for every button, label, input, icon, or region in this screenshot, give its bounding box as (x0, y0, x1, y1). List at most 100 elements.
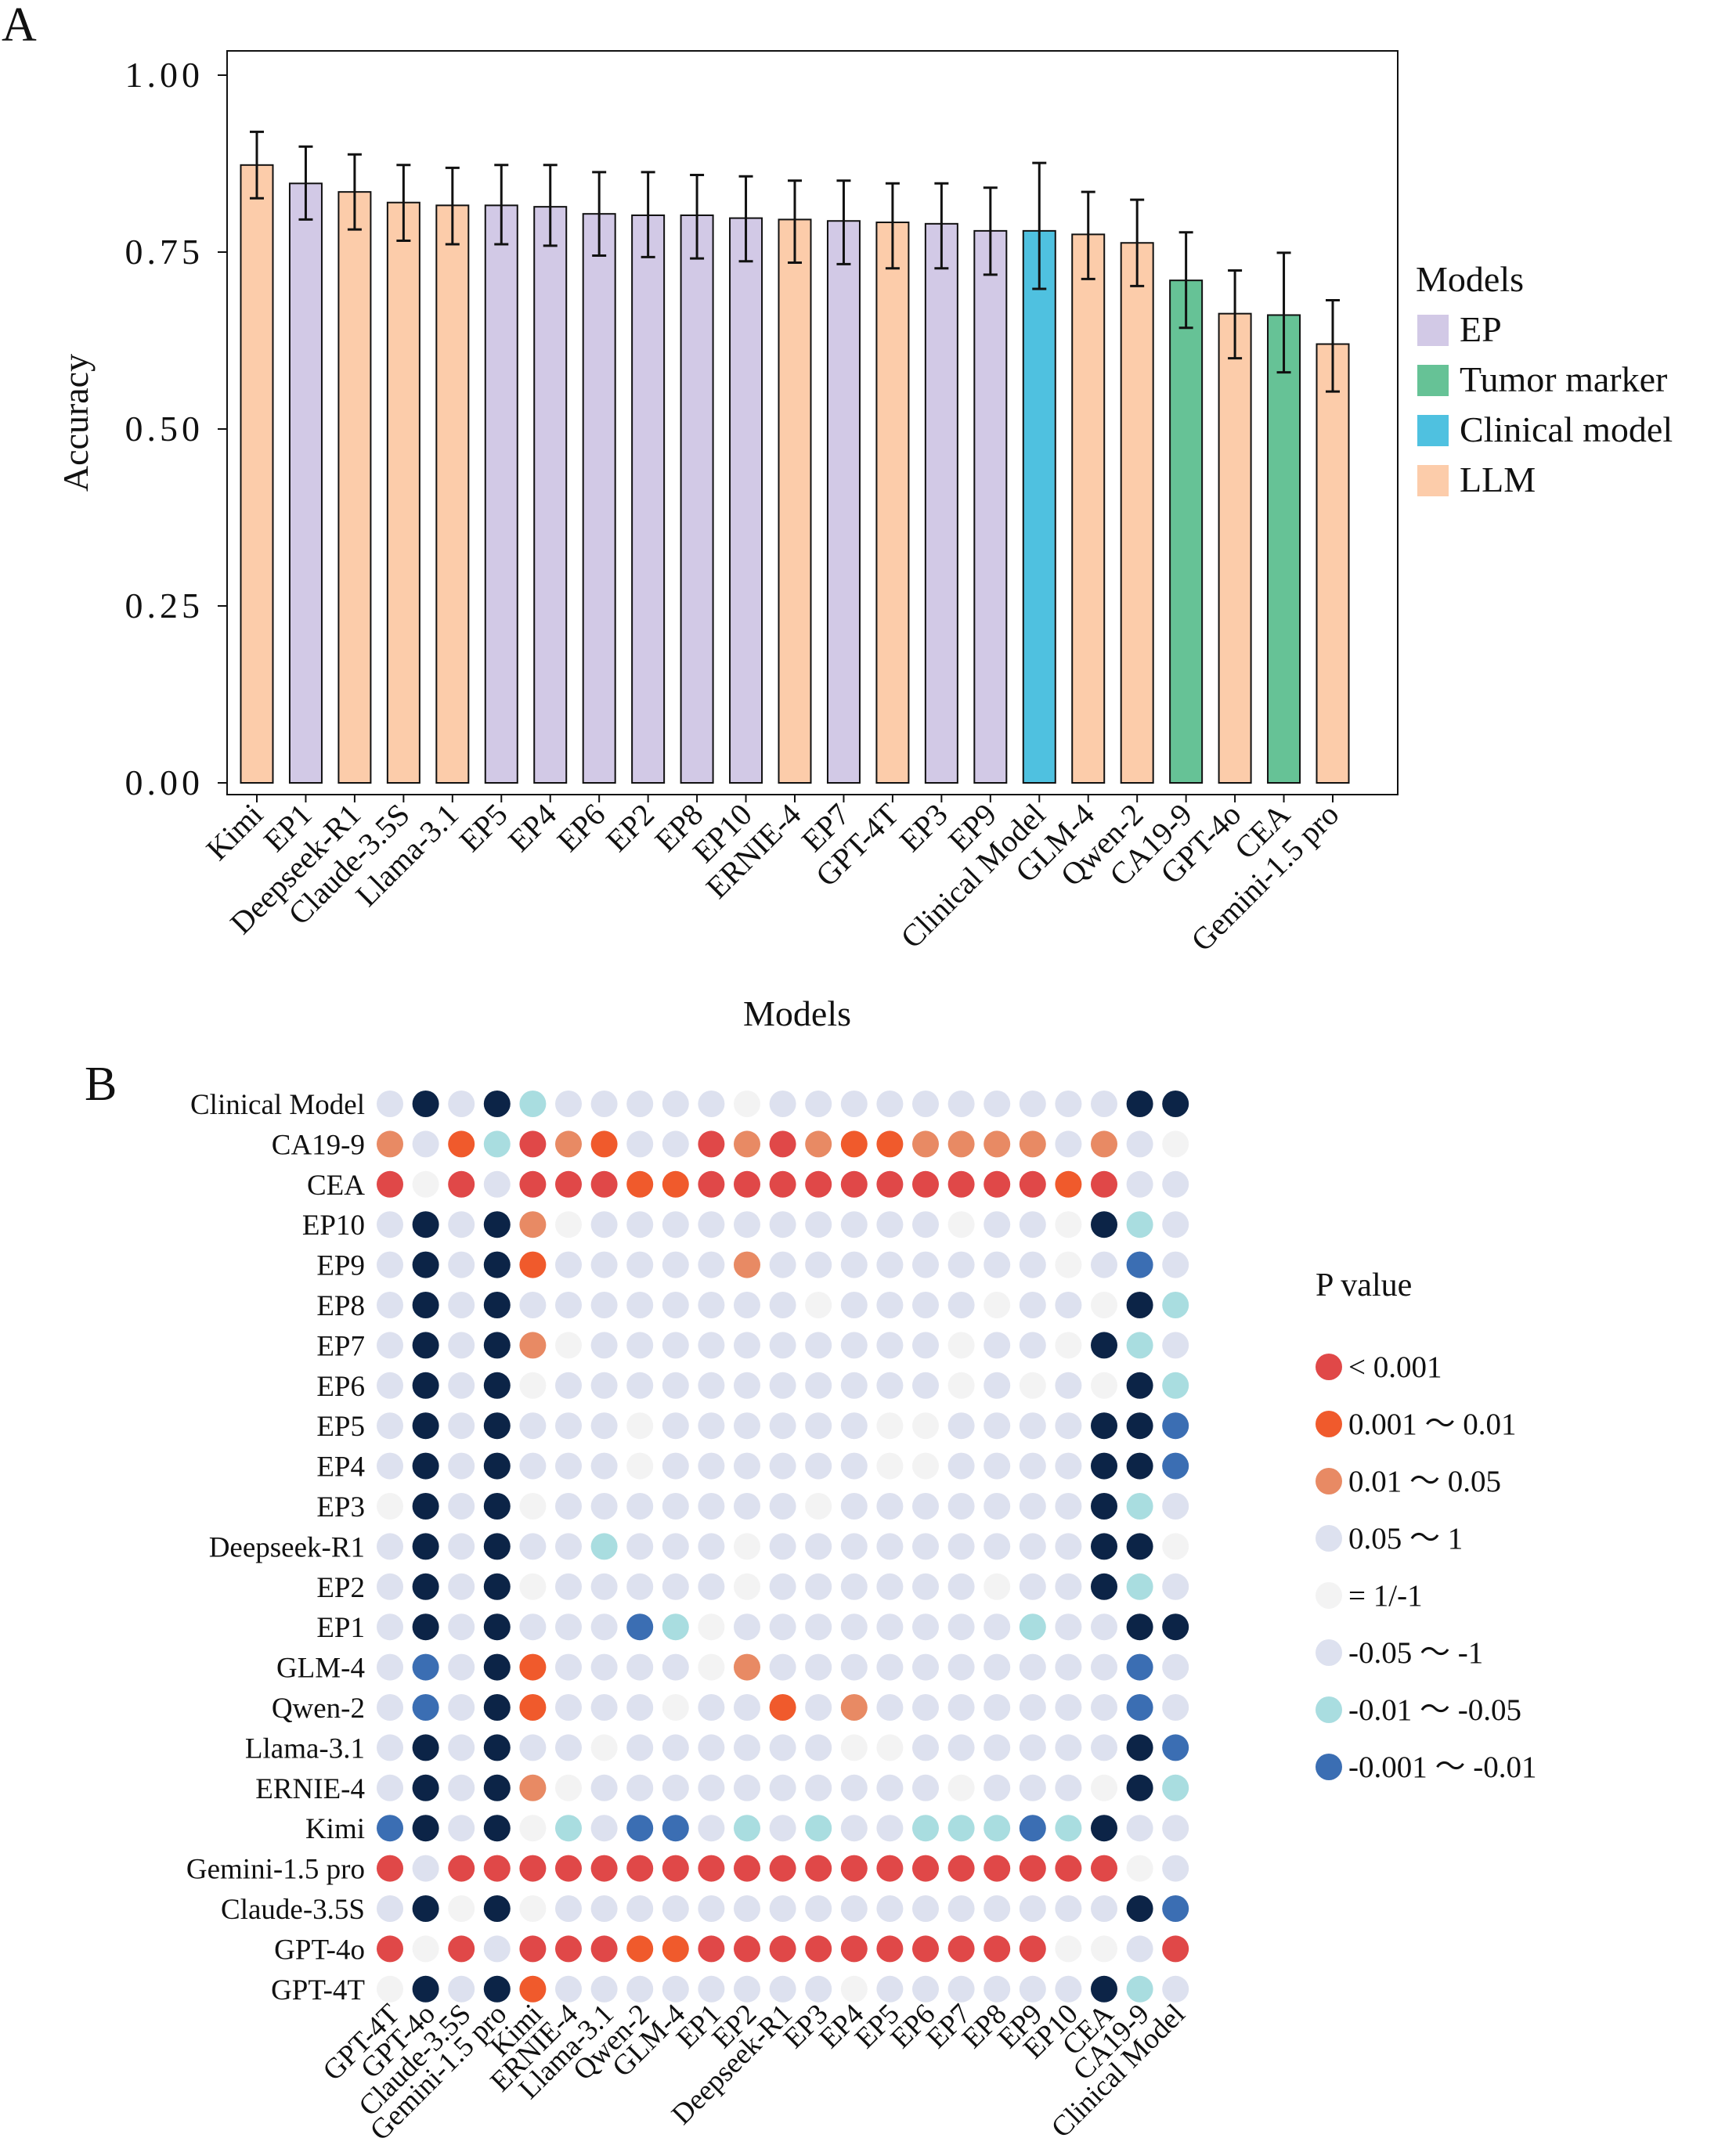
pvalue-dot (1019, 1292, 1046, 1318)
pvalue-dot (1019, 1975, 1046, 2003)
pvalue-dot (1019, 1170, 1046, 1198)
pvalue-dot (412, 1292, 439, 1318)
pvalue-dot (662, 1613, 689, 1641)
pvalue-dot (1019, 1211, 1046, 1238)
pvalue-dot (947, 1332, 975, 1359)
pvalue-dot (1055, 1372, 1082, 1399)
pvalue-dot (1162, 1573, 1189, 1600)
pvalue-dot (876, 1935, 904, 1963)
pvalue-dot (1091, 1895, 1117, 1922)
pvalue-dot (840, 1332, 868, 1359)
pvalue-dot (1019, 1774, 1046, 1801)
pvalue-dot (555, 1130, 582, 1158)
pvalue-dot (1126, 1292, 1153, 1318)
pvalue-dot (377, 1613, 403, 1641)
pvalue-dot (412, 1613, 439, 1641)
pvalue-dot (876, 1372, 904, 1399)
pvalue-dot (1019, 1653, 1046, 1681)
pvalue-dot (1055, 1533, 1082, 1560)
pvalue-dot (448, 1251, 475, 1278)
pvalue-dot (805, 1452, 832, 1480)
pvalue-dot (412, 1573, 439, 1600)
pvalue-dot (1019, 1815, 1046, 1842)
pvalue-dot (769, 1573, 796, 1600)
pvalue-dot (947, 1734, 975, 1761)
pvalue-dot (590, 1774, 618, 1801)
pvalue-dot (1091, 1091, 1117, 1117)
legend-swatch-tumor-marker (1417, 365, 1449, 396)
pvalue-dot (734, 1935, 760, 1963)
bar-ep5 (484, 204, 518, 784)
pvalue-dot (555, 1855, 582, 1882)
pvalue-dot (590, 1452, 618, 1480)
pvalue-dot (734, 1292, 760, 1318)
row-label: Llama-3.1 (245, 1732, 365, 1765)
pvalue-dot (840, 1935, 868, 1963)
pvalue-dot (1162, 1533, 1189, 1560)
pvalue-dot (1162, 1091, 1189, 1117)
pvalue-dot (555, 1573, 582, 1600)
pvalue-dot (805, 1573, 832, 1600)
row-label: EP7 (316, 1330, 365, 1362)
pvalue-dot (984, 1091, 1011, 1117)
pvalue-dot (734, 1895, 760, 1922)
row-label: CEA (307, 1170, 365, 1202)
pvalue-dot (1091, 1573, 1117, 1600)
pvalue-dot (947, 1533, 975, 1560)
legend-swatch-ep (1417, 315, 1449, 346)
pvalue-dot (734, 1332, 760, 1359)
pvalue-dot (805, 1734, 832, 1761)
pvalue-dot (698, 1815, 725, 1842)
pvalue-dot (483, 1332, 511, 1359)
pvalue-dot (483, 1573, 511, 1600)
pvalue-dot (412, 1855, 439, 1882)
pvalue-dot (662, 1170, 689, 1198)
pvalue-dot (698, 1533, 725, 1560)
pvalue-dot (947, 1211, 975, 1238)
pvalue-dot (1126, 1452, 1153, 1480)
pvalue-dot (876, 1412, 904, 1440)
pvalue-dot (698, 1935, 725, 1963)
pvalue-dot (519, 1332, 547, 1359)
pvalue-dot (1055, 1493, 1082, 1520)
pvalue-dot (377, 1694, 403, 1721)
bar-gpt-4o (1218, 312, 1252, 784)
pvalue-dot (555, 1694, 582, 1721)
pvalue-dot (1055, 1613, 1082, 1641)
pvalue-dot (840, 1734, 868, 1761)
dot-matrix (377, 1091, 1189, 2003)
pvalue-dot (590, 1815, 618, 1842)
pvalue-legend-label: 0.001 ～ 0.01 (1348, 1408, 1517, 1441)
pvalue-dot (947, 1653, 975, 1681)
pvalue-dot (662, 1815, 689, 1842)
pvalue-dot (1055, 1332, 1082, 1359)
pvalue-dot (1126, 1332, 1153, 1359)
bar-cea (1267, 314, 1301, 784)
pvalue-dot (448, 1975, 475, 2003)
pvalue-dot (662, 1895, 689, 1922)
pvalue-dot (734, 1573, 760, 1600)
pvalue-dot (876, 1292, 904, 1318)
pvalue-dot (1126, 1613, 1153, 1641)
pvalue-dot (483, 1211, 511, 1238)
pvalue-dot (377, 1130, 403, 1158)
pvalue-dot (734, 1815, 760, 1842)
pvalue-dot (626, 1211, 654, 1238)
pvalue-dot (734, 1774, 760, 1801)
x-axis: KimiEP1Deepseek-R1Claude-3.5SLlama-3.1EP… (199, 795, 1345, 958)
pvalue-dot (912, 1573, 939, 1600)
pvalue-dot (412, 1091, 439, 1117)
pvalue-dot (1055, 1452, 1082, 1480)
bar-ca19-9 (1169, 279, 1204, 784)
pvalue-dot (1126, 1975, 1153, 2003)
pvalue-dot (840, 1613, 868, 1641)
pvalue-dot (483, 1452, 511, 1480)
pvalue-dot (1055, 1935, 1082, 1963)
pvalue-dot (483, 1653, 511, 1681)
x-tick-label: EP2 (599, 797, 661, 859)
pvalue-dot (1055, 1774, 1082, 1801)
pvalue-dot (1091, 1130, 1117, 1158)
pvalue-dot (626, 1613, 654, 1641)
pvalue-dot (1055, 1251, 1082, 1278)
pvalue-dot (1162, 1895, 1189, 1922)
